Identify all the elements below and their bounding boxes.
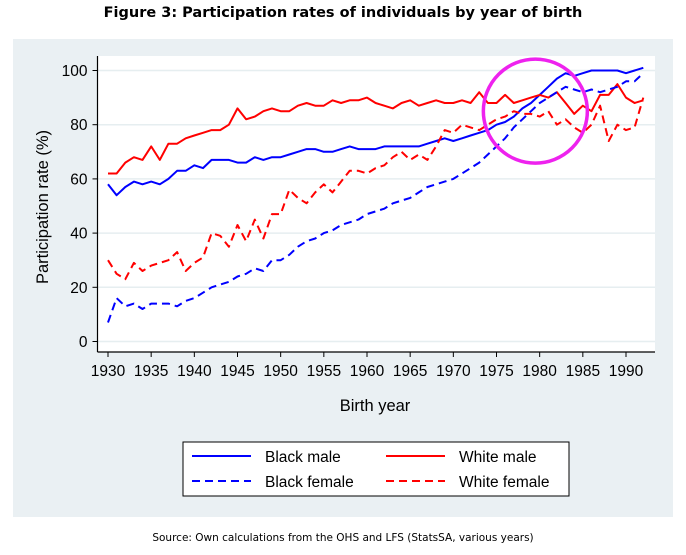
series-line-black-female — [107, 72, 644, 323]
highlight-circle — [481, 57, 590, 165]
y-axis-ticks: 0 20 40 60 80 100 — [62, 63, 98, 351]
plot-area — [97, 56, 655, 352]
legend-label-white-female: White female — [459, 474, 549, 491]
y-tick-label: 20 — [70, 280, 88, 297]
legend: Black male White male Black female White… — [182, 441, 570, 497]
x-tick-label: 1965 — [393, 363, 427, 380]
y-tick-label: 0 — [79, 334, 88, 351]
legend-box — [182, 441, 570, 497]
legend-label-white-male: White male — [459, 449, 537, 466]
x-tick-label: 1990 — [609, 363, 644, 380]
x-tick-label: 1945 — [220, 363, 254, 380]
y-tick-label: 100 — [62, 63, 88, 80]
legend-label-black-male: Black male — [265, 449, 341, 466]
x-tick-label: 1955 — [307, 363, 341, 380]
x-tick-label: 1950 — [263, 363, 298, 380]
x-tick-label: 1970 — [436, 363, 471, 380]
legend-label-black-female: Black female — [265, 474, 354, 491]
x-tick-label: 1975 — [479, 363, 513, 380]
series-lines — [107, 66, 645, 323]
y-tick-label: 80 — [70, 117, 88, 134]
x-tick-label: 1935 — [134, 363, 168, 380]
y-tick-label: 40 — [70, 226, 88, 243]
x-axis-title: Birth year — [340, 397, 411, 415]
x-tick-label: 1940 — [177, 363, 212, 380]
series-line-white-female — [107, 97, 645, 281]
x-tick-label: 1930 — [91, 363, 126, 380]
x-tick-label: 1985 — [566, 363, 600, 380]
gridlines — [97, 69, 655, 343]
y-tick-label: 60 — [70, 171, 88, 188]
source-note: Source: Own calculations from the OHS an… — [152, 532, 534, 544]
x-axis-ticks: 1930 1935 1940 1945 1950 1955 1960 1965 1970 1975… — [91, 352, 644, 380]
axes — [96, 56, 655, 353]
x-tick-label: 1980 — [522, 363, 557, 380]
figure-title: Figure 3: Participation rates of individ… — [103, 5, 583, 21]
y-axis-title: Participation rate (%) — [34, 130, 52, 284]
x-tick-label: 1960 — [350, 363, 385, 380]
series-line-black-male — [107, 66, 644, 197]
